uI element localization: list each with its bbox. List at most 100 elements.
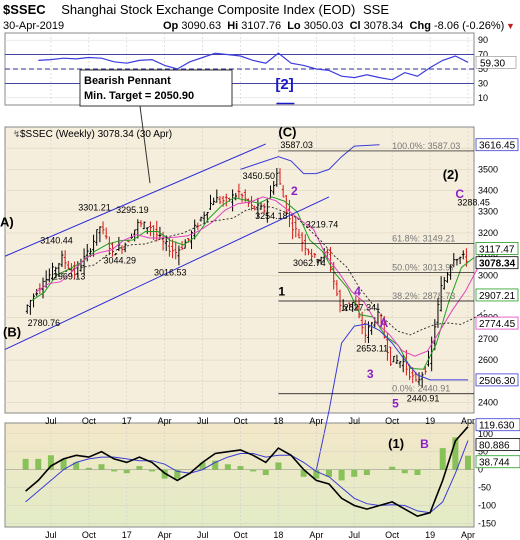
- right-label-box-0: [475, 138, 519, 152]
- price-annotation-2: 2969.13: [53, 272, 86, 282]
- osc-histogram-bar: [452, 437, 459, 470]
- osc-annotation-b: B: [420, 437, 429, 451]
- price-xtick-4: Jul: [197, 416, 209, 426]
- rsi-tick-30: 30: [478, 78, 488, 88]
- rsi-tick-90: 90: [478, 35, 488, 45]
- price-xtick-0: Jul: [45, 416, 57, 426]
- fib-label-4: 0.0%: 2440.91: [392, 384, 450, 394]
- price-annotation-13: 2653.11: [356, 344, 388, 354]
- callout-line2: Min. Target = 2050.90: [84, 90, 194, 102]
- osc-histogram-bar: [262, 469, 269, 475]
- wave-label-4: 1: [278, 284, 285, 298]
- wave-label-6: A: [380, 316, 389, 330]
- oscillator-panel: [4, 422, 475, 528]
- osc-tick-0: 0: [478, 465, 483, 475]
- ma-blue-upper: [240, 144, 380, 175]
- osc-histogram-bar: [389, 466, 396, 470]
- osc-tick--100: -100: [478, 500, 496, 510]
- price-annotation-3: 3301.21: [78, 203, 111, 213]
- price-xtick-2: 17: [122, 416, 132, 426]
- down-arrow-icon: ▼: [506, 21, 515, 31]
- fib-label-2: 50.0%: 3013.97: [392, 262, 455, 272]
- osc-histogram-bar: [174, 469, 181, 479]
- price-annotation-5: 3295.19: [116, 205, 149, 215]
- osc-histogram-bar: [237, 466, 244, 470]
- ma-black-dotted: [43, 206, 487, 336]
- rsi-wave-label: [2]: [275, 76, 293, 93]
- wave-label-7: 3: [367, 367, 374, 381]
- osc-xtick-10: 19: [425, 530, 435, 540]
- exchange: SSE: [363, 2, 390, 17]
- osc-histogram-bar: [275, 462, 282, 470]
- price-tick-3400: 3400: [478, 186, 498, 196]
- right-label-1: 3117.47: [479, 244, 515, 255]
- right-label-4: 2774.45: [479, 319, 516, 330]
- wave-label-2: (C): [278, 125, 296, 140]
- price-xtick-7: Apr: [309, 416, 323, 426]
- price-annotation-10: 3062.74: [293, 258, 326, 268]
- osc-histogram-bar: [73, 462, 80, 470]
- osc-xtick-2: 17: [122, 530, 132, 540]
- osc-right-box-0: [475, 418, 520, 432]
- fib-label-3: 38.2%: 2878.73: [392, 291, 455, 301]
- header-row-2: 30-Apr-2019 Op 3090.63 Hi 3107.76 Lo 305…: [3, 20, 517, 32]
- price-annotation-8: 3254.18: [255, 211, 288, 221]
- osc-histogram-bar: [22, 458, 29, 470]
- osc-right-box-1: [475, 438, 520, 452]
- price-annotation-6: 3016.53: [154, 267, 187, 277]
- rsi-tick-50: 50: [478, 64, 488, 74]
- callout-pointer: [139, 105, 151, 184]
- price-xtick-8: Jul: [348, 416, 360, 426]
- company-name: Shanghai Stock Exchange Composite Index …: [61, 2, 356, 17]
- price-tick-3200: 3200: [478, 228, 498, 238]
- price-tick-3300: 3300: [478, 207, 498, 217]
- price-title: $SSEC (Weekly) 3078.34 (30 Apr): [20, 129, 172, 140]
- osc-annotation-1: (1): [388, 436, 404, 451]
- osc-histogram-bar: [439, 448, 446, 470]
- osc-tick-50: 50: [478, 447, 488, 457]
- osc-tick--50: -50: [478, 483, 491, 493]
- osc-tick--150: -150: [478, 518, 496, 528]
- price-tick-2600: 2600: [478, 355, 498, 365]
- price-xtick-3: Apr: [158, 416, 172, 426]
- header-date: 30-Apr-2019: [3, 20, 65, 32]
- wave-label-3: 2: [291, 184, 298, 198]
- osc-histogram-bar: [123, 469, 130, 474]
- osc-xtick-1: Oct: [82, 530, 97, 540]
- osc-histogram-bar: [111, 469, 118, 472]
- osc-xtick-6: 18: [273, 530, 283, 540]
- osc-histogram-bar: [85, 467, 92, 470]
- wave-label-0: A): [0, 215, 14, 230]
- osc-right-label-2: 38.744: [479, 458, 510, 469]
- osc-histogram-bar: [414, 469, 421, 475]
- wave-label-5: 4: [354, 284, 361, 298]
- osc-histogram-bar: [98, 464, 105, 470]
- right-label-box-4: [475, 316, 519, 330]
- price-annotation-11: 3219.74: [306, 220, 339, 230]
- price-annotation-9: 3587.03: [280, 140, 313, 150]
- osc-right-box-2: [475, 455, 520, 469]
- callout-line1: Bearish Pennant: [84, 75, 171, 87]
- right-label-box-5: [475, 373, 519, 387]
- symbol: $SSEC: [3, 2, 46, 17]
- osc-xtick-5: Oct: [233, 530, 248, 540]
- fib-label-1: 61.8%: 3149.21: [392, 234, 455, 244]
- ohlc-readout: Op 3090.63 Hi 3107.76 Lo 3050.03 Cl 3078…: [163, 20, 505, 32]
- price-tick-2700: 2700: [478, 334, 498, 344]
- osc-histogram-bar: [351, 469, 358, 477]
- wave-label-1: (B): [3, 325, 21, 340]
- price-xtick-5: Oct: [233, 416, 248, 426]
- price-tick-2400: 2400: [478, 397, 498, 407]
- osc-histogram-bar: [313, 469, 320, 479]
- osc-histogram-bar: [401, 469, 408, 474]
- fib-label-0: 100.0%: 3587.03: [392, 141, 460, 151]
- osc-histogram-bar: [60, 458, 67, 470]
- osc-histogram-bar: [47, 455, 54, 470]
- osc-histogram-bar: [300, 469, 307, 477]
- channel-upper-line: [4, 143, 266, 257]
- price-xtick-11: Apr: [461, 416, 475, 426]
- rsi-tick-70: 70: [478, 50, 488, 60]
- rsi-tick-10: 10: [478, 93, 488, 103]
